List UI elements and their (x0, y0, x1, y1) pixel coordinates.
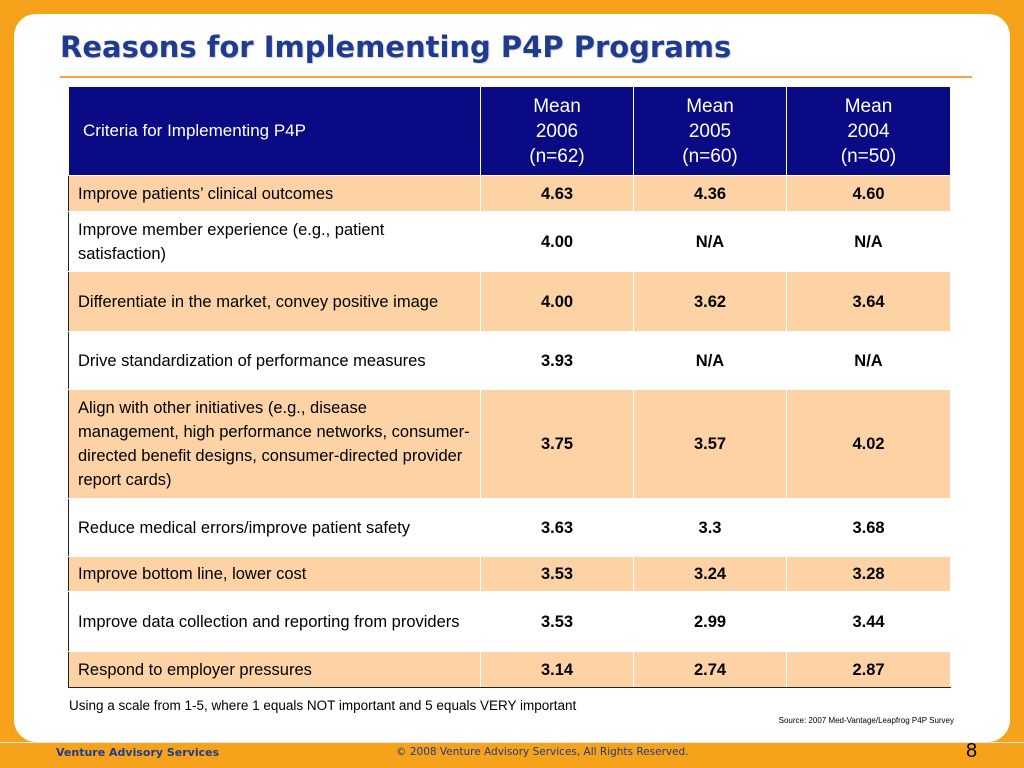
footer-divider (0, 742, 1024, 743)
mean-2006-cell: 4.63 (480, 175, 634, 212)
mean-2005-cell: 3.24 (633, 556, 787, 592)
header-line: Mean (533, 95, 581, 117)
mean-2005-cell: 3.3 (633, 498, 787, 557)
mean-2004-cell: 3.64 (786, 271, 951, 332)
mean-2004-cell: 3.28 (786, 556, 951, 592)
mean-2005-cell: N/A (633, 331, 787, 390)
scale-footnote: Using a scale from 1-5, where 1 equals N… (69, 698, 577, 713)
mean-2006-cell: 4.00 (480, 211, 634, 272)
criterion-cell: Improve patients’ clinical outcomes (68, 175, 481, 212)
mean-2004-cell: 4.02 (786, 389, 951, 499)
mean-2005-cell: 2.99 (633, 591, 787, 652)
table-row: Respond to employer pressures 3.14 2.74 … (68, 651, 951, 688)
mean-2005-cell: 2.74 (633, 651, 787, 688)
header-line: 2004 (847, 120, 890, 142)
table-row: Improve patients’ clinical outcomes 4.63… (68, 175, 951, 212)
mean-2004-cell: N/A (786, 211, 951, 272)
header-mean-2006: Mean 2006 (n=62) (480, 86, 634, 176)
header-line: (n=60) (682, 145, 738, 167)
header-line: (n=62) (529, 145, 585, 167)
criterion-cell: Align with other initiatives (e.g., dise… (68, 389, 481, 499)
mean-2004-cell: N/A (786, 331, 951, 390)
table-header-row: Criteria for Implementing P4P Mean 2006 … (68, 86, 951, 176)
p4p-criteria-table: Criteria for Implementing P4P Mean 2006 … (68, 86, 951, 688)
table-row: Drive standardization of performance mea… (68, 331, 951, 390)
mean-2006-cell: 3.53 (480, 556, 634, 592)
mean-2005-cell: N/A (633, 211, 787, 272)
table-row: Align with other initiatives (e.g., dise… (68, 389, 951, 499)
criterion-cell: Improve data collection and reporting fr… (68, 591, 481, 652)
slide-title: Reasons for Implementing P4P Programs (60, 30, 732, 64)
mean-2004-cell: 4.60 (786, 175, 951, 212)
mean-2005-cell: 3.57 (633, 389, 787, 499)
mean-2006-cell: 3.93 (480, 331, 634, 390)
table-row: Improve bottom line, lower cost 3.53 3.2… (68, 556, 951, 592)
header-criteria: Criteria for Implementing P4P (68, 86, 481, 176)
header-line: (n=50) (840, 145, 897, 167)
table-row: Improve data collection and reporting fr… (68, 591, 951, 652)
page-number: 8 (966, 740, 978, 762)
mean-2004-cell: 3.44 (786, 591, 951, 652)
title-underline (60, 76, 972, 78)
footer-brand: Venture Advisory Services (56, 746, 220, 759)
mean-2004-cell: 3.68 (786, 498, 951, 557)
mean-2005-cell: 4.36 (633, 175, 787, 212)
header-line: Mean (686, 95, 734, 117)
mean-2006-cell: 3.14 (480, 651, 634, 688)
header-line: 2005 (688, 120, 732, 142)
table-row: Reduce medical errors/improve patient sa… (68, 498, 951, 557)
criterion-cell: Improve member experience (e.g., patient… (68, 211, 481, 272)
header-mean-2005: Mean 2005 (n=60) (633, 86, 787, 176)
mean-2006-cell: 3.63 (480, 498, 634, 557)
mean-2006-cell: 4.00 (480, 271, 634, 332)
table-row: Differentiate in the market, convey posi… (68, 271, 951, 332)
criterion-cell: Differentiate in the market, convey posi… (68, 271, 481, 332)
criterion-cell: Improve bottom line, lower cost (68, 556, 481, 592)
mean-2006-cell: 3.53 (480, 591, 634, 652)
mean-2006-cell: 3.75 (480, 389, 634, 499)
mean-2004-cell: 2.87 (786, 651, 951, 688)
mean-2005-cell: 3.62 (633, 271, 787, 332)
header-line: 2006 (535, 120, 579, 142)
header-mean-2004: Mean 2004 (n=50) (786, 86, 951, 176)
table-row: Improve member experience (e.g., patient… (68, 211, 951, 272)
footer-copyright: © 2008 Venture Advisory Services, All Ri… (396, 746, 689, 758)
source-note: Source: 2007 Med-Vantage/Leapfrog P4P Su… (778, 716, 954, 725)
criterion-cell: Drive standardization of performance mea… (68, 331, 481, 390)
criterion-cell: Reduce medical errors/improve patient sa… (68, 498, 481, 557)
criterion-cell: Respond to employer pressures (68, 651, 481, 688)
header-line: Mean (844, 95, 893, 117)
